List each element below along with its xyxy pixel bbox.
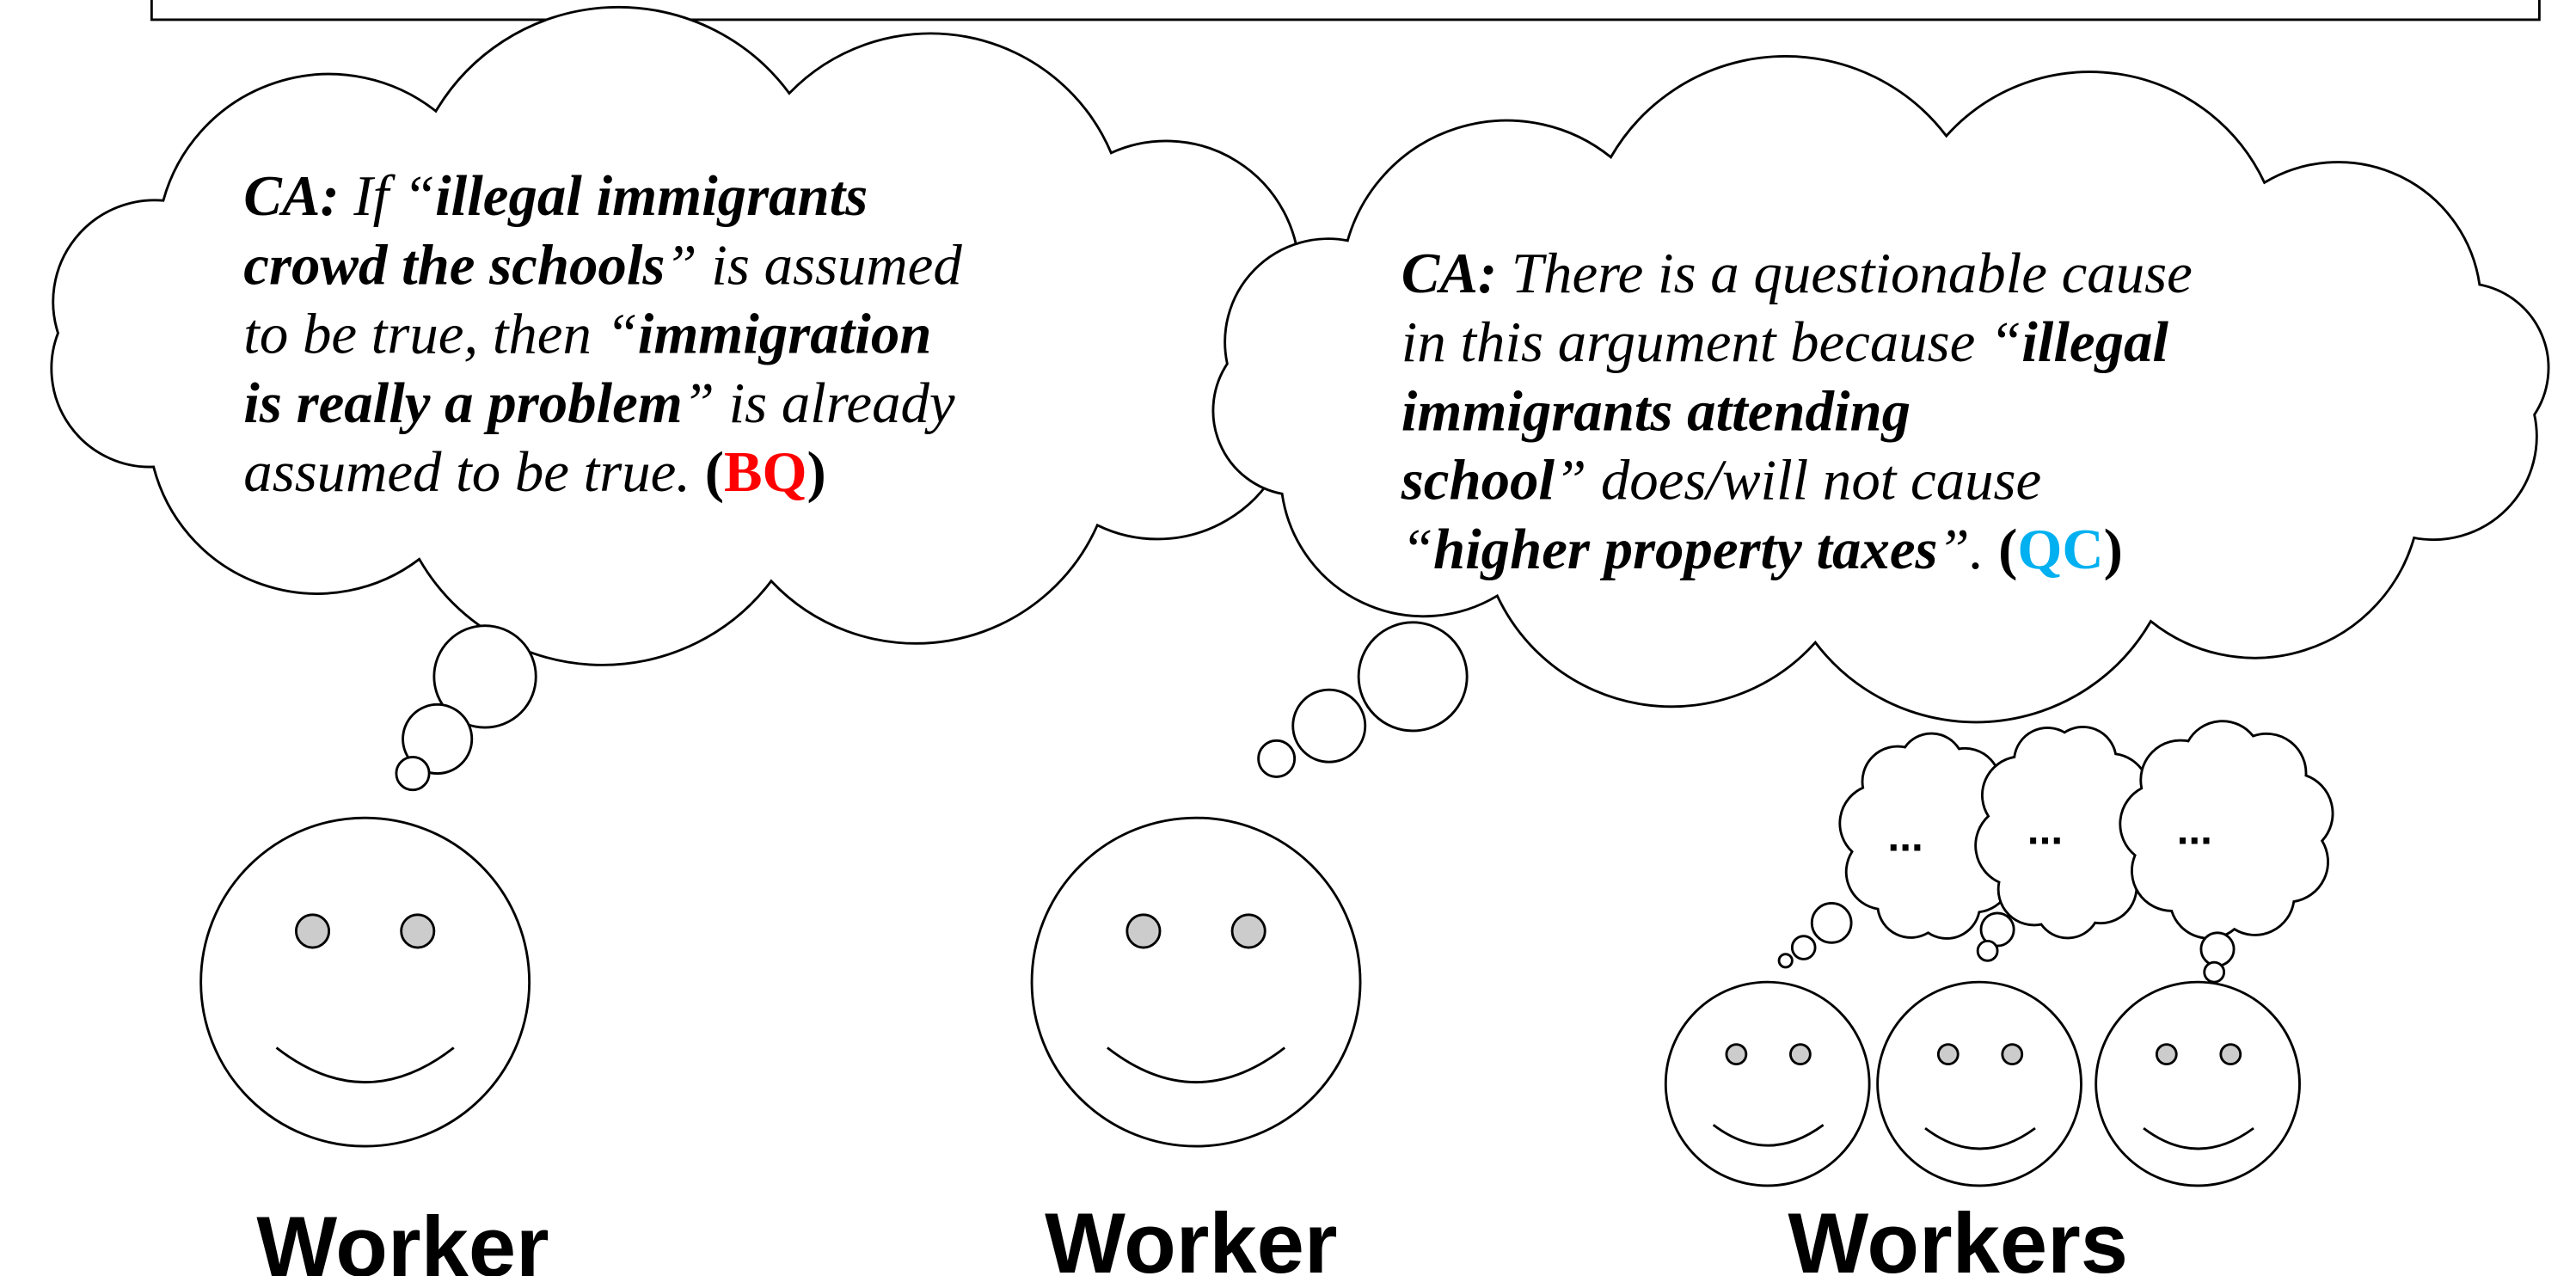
text-run: to be true, then “ — [243, 303, 637, 366]
text-run: immigration — [638, 303, 932, 366]
text-run: ”. — [1938, 518, 1999, 581]
ellipsis: ... — [2177, 806, 2212, 854]
bubble-text: crowd the schools” is assumed — [243, 233, 962, 297]
text-run: ” does/will not cause — [1555, 449, 2041, 512]
text-run: crowd the schools — [243, 233, 665, 297]
bubble-text: school” does/will not cause — [1401, 449, 2041, 512]
text-run: ” is already — [683, 371, 955, 435]
text-run: illegal immigrants — [435, 164, 868, 228]
bubble-text: CA: If “illegal immigrants — [243, 164, 868, 228]
text-run: ) — [807, 440, 826, 504]
bubble-text: assumed to be true. (BQ) — [243, 440, 826, 504]
diagram: CA: If “illegal immigrants crowd the sch… — [0, 0, 2576, 1276]
page: CA: If “illegal immigrants crowd the sch… — [0, 0, 2576, 1276]
text-run: higher property taxes — [1433, 518, 1938, 581]
label: Workers — [1788, 1196, 2128, 1276]
thought-trail-middle — [1259, 623, 1468, 777]
text-run: in this argument because “ — [1401, 310, 2021, 374]
text-run: school — [1401, 449, 1555, 512]
thought-trail-right — [1779, 903, 2234, 982]
face-2 — [1032, 818, 1360, 1146]
text-run: CA: — [243, 164, 339, 228]
ellipsis: ... — [1887, 812, 1923, 860]
text-run: immigrants attending — [1401, 379, 1911, 443]
text-run: If “ — [340, 164, 435, 228]
text-run: There is a questionable cause — [1497, 242, 2193, 305]
bubble-text: in this argument because “illegal — [1401, 310, 2169, 374]
label: Worker — [1045, 1196, 1337, 1276]
text-run: ( — [1998, 518, 2017, 581]
text-run: CA: — [1401, 242, 1497, 305]
code: QC — [2017, 518, 2103, 581]
text-run: ) — [2104, 518, 2123, 581]
text-run: ” is assumed — [665, 233, 962, 297]
thought-trail-left — [396, 626, 536, 790]
label: Worker — [256, 1199, 549, 1276]
ellipsis: ... — [2027, 806, 2063, 854]
code: BQ — [724, 440, 807, 504]
text-run: “ — [1401, 518, 1433, 581]
bubble-text: “higher property taxes”. (QC) — [1401, 518, 2123, 581]
bubble-text: immigrants attending — [1401, 379, 1911, 443]
text-run: illegal — [2021, 310, 2168, 374]
bubble-text: to be true, then “immigration — [243, 303, 931, 366]
face-1 — [201, 818, 530, 1146]
text-run: ( — [705, 440, 724, 504]
bubble-text: is really a problem” is already — [243, 371, 955, 435]
faces-group — [1665, 982, 2299, 1186]
top-box — [151, 0, 2539, 20]
text-run: assumed to be true. — [243, 440, 704, 504]
text-run: is really a problem — [243, 371, 682, 435]
cloud — [2120, 721, 2333, 939]
bubble-text: CA: There is a questionable cause — [1401, 242, 2193, 305]
